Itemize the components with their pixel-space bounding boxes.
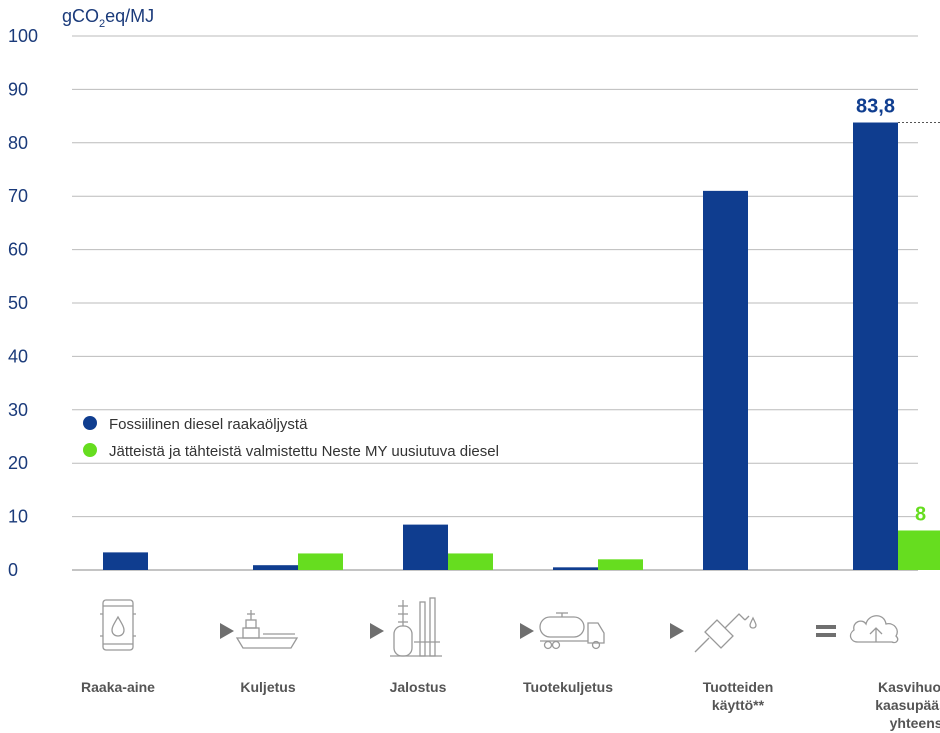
bar-fossil — [853, 122, 898, 571]
bar-renewable — [448, 553, 493, 570]
y-tick-label: 60 — [8, 240, 28, 260]
category-labels: Raaka-aine Kuljetus Jalostus Tuotekuljetus T… — [81, 679, 940, 731]
y-tick-label: 30 — [8, 400, 28, 420]
arrow-icon — [520, 623, 534, 639]
bar-fossil — [253, 565, 298, 570]
category-label: Kasvihuone-kaasupäästötyhteensä — [875, 679, 940, 731]
y-tick-label: 20 — [8, 453, 28, 473]
equals-icon — [816, 625, 836, 629]
gridlines — [72, 35, 918, 571]
y-axis-unit-label: gCO2eq/MJ — [62, 6, 154, 30]
cloud-icon — [849, 615, 899, 644]
legend-label-renewable: Jätteistä ja tähteistä valmistettu Neste… — [109, 443, 499, 460]
legend: Fossiilinen diesel raakaöljystä Jätteist… — [83, 416, 499, 460]
y-tick-label: 90 — [8, 79, 28, 99]
process-icons — [100, 597, 899, 657]
y-tick-label: 70 — [8, 186, 28, 206]
bar-fossil — [103, 552, 148, 570]
category-label: Tuotteiden käyttö** — [703, 679, 774, 713]
y-tick-label: 80 — [8, 133, 28, 153]
refinery-icon — [390, 597, 442, 657]
legend-marker-fossil — [83, 416, 97, 430]
bar-fossil — [403, 524, 448, 570]
legend-label-fossil: Fossiilinen diesel raakaöljystä — [109, 416, 308, 433]
y-tick-label: 40 — [8, 346, 28, 366]
y-tick-label: 10 — [8, 507, 28, 527]
process-separators — [220, 623, 836, 639]
fuel-nozzle-icon — [694, 613, 757, 653]
value-label: 8 — [915, 503, 926, 525]
category-label: Jalostus — [390, 679, 447, 695]
arrow-icon — [670, 623, 684, 639]
category-label: Raaka-aine — [81, 679, 155, 695]
arrow-icon — [220, 623, 234, 639]
bar-fossil — [553, 567, 598, 570]
equals-icon — [816, 633, 836, 637]
bar-renewable — [598, 559, 643, 570]
total-dotted-outline — [898, 122, 940, 124]
y-tick-label: 50 — [8, 293, 28, 313]
oil-barrel-icon — [100, 599, 136, 651]
y-tick-label: 0 — [8, 560, 18, 580]
y-tick-label: 100 — [8, 26, 38, 46]
total-outline — [898, 122, 940, 124]
bar-renewable — [298, 553, 343, 570]
value-labels: 83,88 — [856, 96, 926, 526]
bar-fossil — [703, 190, 748, 571]
category-label: Kuljetus — [240, 679, 295, 695]
legend-marker-renewable — [83, 443, 97, 457]
category-label: Tuotekuljetus — [523, 679, 613, 695]
arrow-icon — [370, 623, 384, 639]
ship-icon — [235, 610, 299, 649]
bar-renewable — [898, 530, 940, 570]
y-axis-ticks: 0 10 20 30 40 50 60 70 80 90 100 — [8, 26, 38, 580]
tanker-truck-icon — [539, 612, 605, 650]
value-label: 83,8 — [856, 96, 895, 118]
bars — [103, 122, 940, 571]
